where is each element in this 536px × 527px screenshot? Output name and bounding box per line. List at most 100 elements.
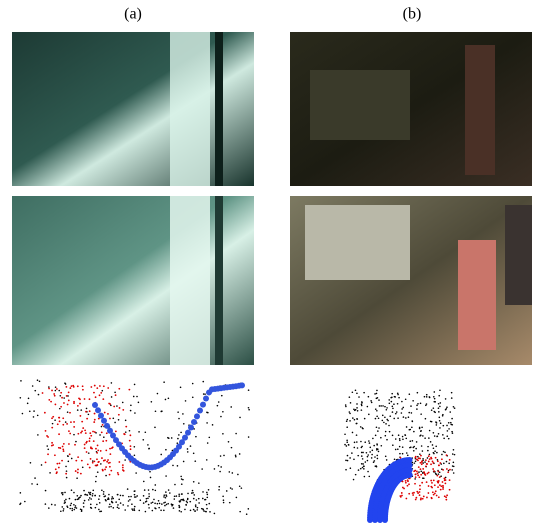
map-point <box>62 424 64 426</box>
map-point <box>108 506 110 508</box>
map-point <box>437 481 439 483</box>
map-point <box>83 490 85 492</box>
trajectory <box>188 424 194 430</box>
map-point <box>439 420 441 422</box>
map-point <box>155 490 157 492</box>
map-point <box>59 447 61 449</box>
map-point <box>77 499 79 501</box>
map-point <box>411 412 413 414</box>
map-point <box>423 477 425 479</box>
map-point <box>345 404 347 406</box>
map-point <box>418 457 420 459</box>
map-point <box>374 393 376 395</box>
map-point <box>392 406 394 408</box>
map-point <box>361 401 363 403</box>
map-point <box>167 503 169 505</box>
map-point <box>451 431 453 433</box>
map-point <box>433 447 435 449</box>
map-point <box>56 472 58 474</box>
map-point <box>186 502 188 504</box>
map-point <box>51 417 53 419</box>
map-point <box>371 454 373 456</box>
map-point <box>239 453 241 455</box>
map-point <box>223 499 225 501</box>
map-point <box>438 433 440 435</box>
map-point <box>437 459 439 461</box>
map-point <box>163 381 165 383</box>
map-point <box>435 445 437 447</box>
map-point <box>428 455 430 457</box>
map-point <box>355 474 357 476</box>
map-point <box>49 472 51 474</box>
map-point <box>204 499 206 501</box>
map-point <box>441 458 443 460</box>
map-point <box>75 460 77 462</box>
map-point <box>193 498 195 500</box>
map-point <box>76 495 78 497</box>
map-point <box>80 432 82 434</box>
map-point <box>84 429 86 431</box>
map-point <box>165 449 167 451</box>
map-point <box>151 401 153 403</box>
map-point <box>77 472 79 474</box>
map-point <box>214 468 216 470</box>
map-point <box>122 504 124 506</box>
map-point <box>64 492 66 494</box>
map-point <box>122 495 124 497</box>
map-point <box>377 397 379 399</box>
map-point <box>168 397 170 399</box>
map-point <box>86 418 88 420</box>
map-point <box>196 499 198 501</box>
map-point <box>363 468 365 470</box>
map-point <box>437 486 439 488</box>
map-point <box>195 436 197 438</box>
map-point <box>56 463 58 465</box>
map-point <box>448 428 450 430</box>
map-point <box>171 437 173 439</box>
map-point <box>439 462 441 464</box>
map-point <box>407 485 409 487</box>
map-point <box>103 491 105 493</box>
map-point <box>96 504 98 506</box>
map-point <box>85 432 87 434</box>
trajectory <box>98 413 104 419</box>
map-point <box>95 481 97 483</box>
map-point <box>73 504 75 506</box>
map-point <box>92 460 94 462</box>
map-point <box>361 404 363 406</box>
map-point <box>125 426 127 428</box>
map-point <box>60 510 62 512</box>
map-point <box>376 426 378 428</box>
map-point <box>440 489 442 491</box>
map-point <box>64 382 66 384</box>
map-point <box>89 437 91 439</box>
map-point <box>241 487 243 489</box>
map-point <box>226 490 228 492</box>
map-point <box>446 468 448 470</box>
map-point <box>134 446 136 448</box>
map-point <box>235 454 237 456</box>
map-point <box>150 477 152 479</box>
map-point <box>201 508 203 510</box>
map-point <box>411 426 413 428</box>
map-point <box>115 394 117 396</box>
map-point <box>143 481 145 483</box>
map-point <box>75 499 77 501</box>
map-point <box>75 470 77 472</box>
map-point <box>128 500 130 502</box>
map-point <box>110 470 112 472</box>
map-point <box>385 435 387 437</box>
map-point <box>46 435 48 437</box>
map-point <box>448 470 450 472</box>
map-point <box>417 459 419 461</box>
map-point <box>405 417 407 419</box>
map-point <box>442 485 444 487</box>
map-point <box>417 456 419 458</box>
map-point <box>62 446 64 448</box>
map-point <box>71 508 73 510</box>
map-point <box>85 442 87 444</box>
map-point <box>187 451 189 453</box>
map-point <box>65 473 67 475</box>
map-point <box>207 494 209 496</box>
map-point <box>173 498 175 500</box>
